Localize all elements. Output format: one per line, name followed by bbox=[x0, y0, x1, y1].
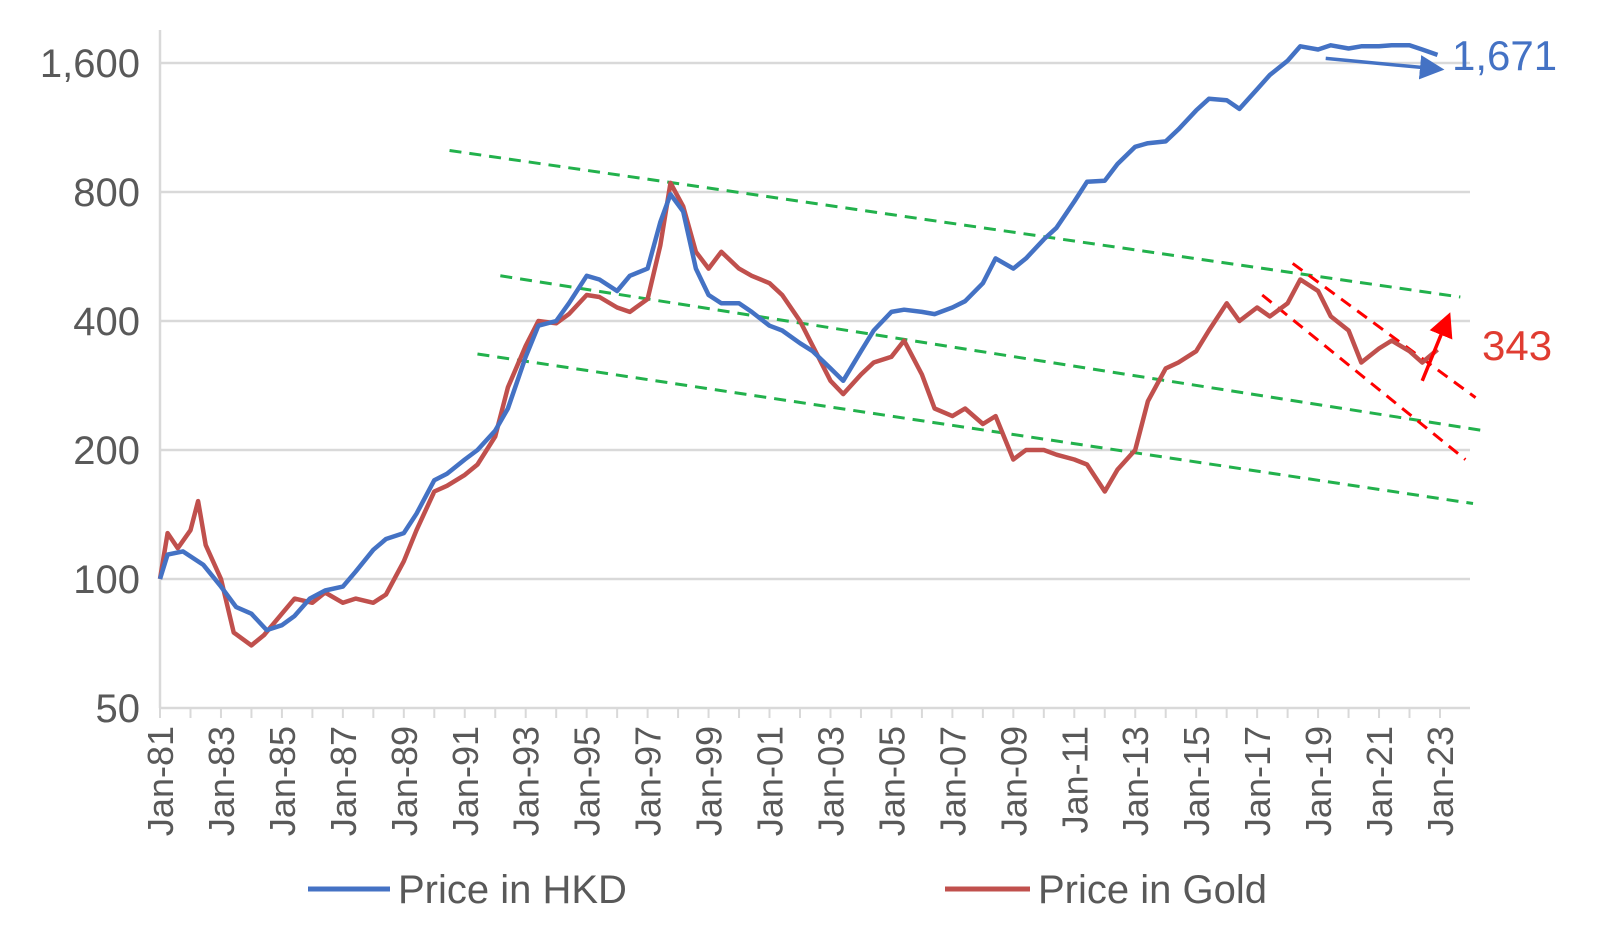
x-tick-label: Jan-85 bbox=[262, 726, 303, 836]
annotation-gold-end-value: 343 bbox=[1482, 322, 1552, 369]
x-tick-label: Jan-17 bbox=[1237, 726, 1278, 836]
trend-arrow bbox=[1325, 55, 1445, 80]
trend-line bbox=[1291, 262, 1477, 399]
x-tick-label: Jan-05 bbox=[871, 726, 912, 836]
trend-arrow bbox=[1420, 312, 1453, 382]
x-tick-label: Jan-23 bbox=[1420, 726, 1461, 836]
x-tick-label: Jan-15 bbox=[1176, 726, 1217, 836]
trend-arrows bbox=[1325, 55, 1453, 382]
y-axis-tick-labels: 50 100 200 400 800 1,600 bbox=[40, 42, 140, 731]
x-tick-label: Jan-93 bbox=[506, 726, 547, 836]
y-tick-label: 400 bbox=[73, 300, 140, 344]
x-tick-label: Jan-87 bbox=[323, 726, 364, 836]
y-tick-label: 800 bbox=[73, 171, 140, 215]
x-axis: Jan-81 Jan-83 Jan-85 Jan-87 Jan-89 Jan-91 Jan-… bbox=[140, 30, 1470, 836]
x-tick-label: Jan-81 bbox=[140, 726, 181, 836]
x-tick-label: Jan-21 bbox=[1359, 726, 1400, 836]
end-value-annotations: 1,671 343 bbox=[1452, 32, 1557, 369]
x-tick-label: Jan-89 bbox=[384, 726, 425, 836]
x-tick-label: Jan-13 bbox=[1115, 726, 1156, 836]
series-line-price-in-hkd bbox=[157, 43, 1439, 633]
x-tick-label: Jan-03 bbox=[810, 726, 851, 836]
trend-lines bbox=[449, 148, 1484, 506]
y-tick-label: 50 bbox=[96, 687, 141, 731]
y-tick-label: 100 bbox=[73, 558, 140, 602]
series-lines bbox=[157, 43, 1439, 648]
x-tick-label: Jan-09 bbox=[993, 726, 1034, 836]
trend-line bbox=[1261, 293, 1467, 461]
legend: Price in HKD Price in Gold bbox=[308, 868, 1267, 912]
series-line-price-in-gold bbox=[157, 180, 1439, 648]
x-tick-label: Jan-97 bbox=[628, 726, 669, 836]
x-tick-label: Jan-01 bbox=[750, 726, 791, 836]
x-tick-label: Jan-99 bbox=[689, 726, 730, 836]
x-tick-label: Jan-95 bbox=[567, 726, 608, 836]
x-tick-label: Jan-07 bbox=[932, 726, 973, 836]
gridlines bbox=[160, 61, 1470, 581]
x-tick-label: Jan-19 bbox=[1298, 726, 1339, 836]
trend-line bbox=[500, 274, 1484, 433]
trend-line bbox=[477, 352, 1474, 506]
x-tick-label: Jan-91 bbox=[445, 726, 486, 836]
trend-line bbox=[449, 148, 1461, 299]
x-tick-label: Jan-83 bbox=[201, 726, 242, 836]
y-tick-label: 200 bbox=[73, 429, 140, 473]
annotation-hkd-end-value: 1,671 bbox=[1452, 32, 1557, 79]
y-tick-label: 1,600 bbox=[40, 42, 140, 86]
x-tick-label: Jan-11 bbox=[1054, 726, 1095, 833]
legend-label: Price in Gold bbox=[1038, 868, 1267, 912]
legend-label: Price in HKD bbox=[398, 868, 627, 912]
